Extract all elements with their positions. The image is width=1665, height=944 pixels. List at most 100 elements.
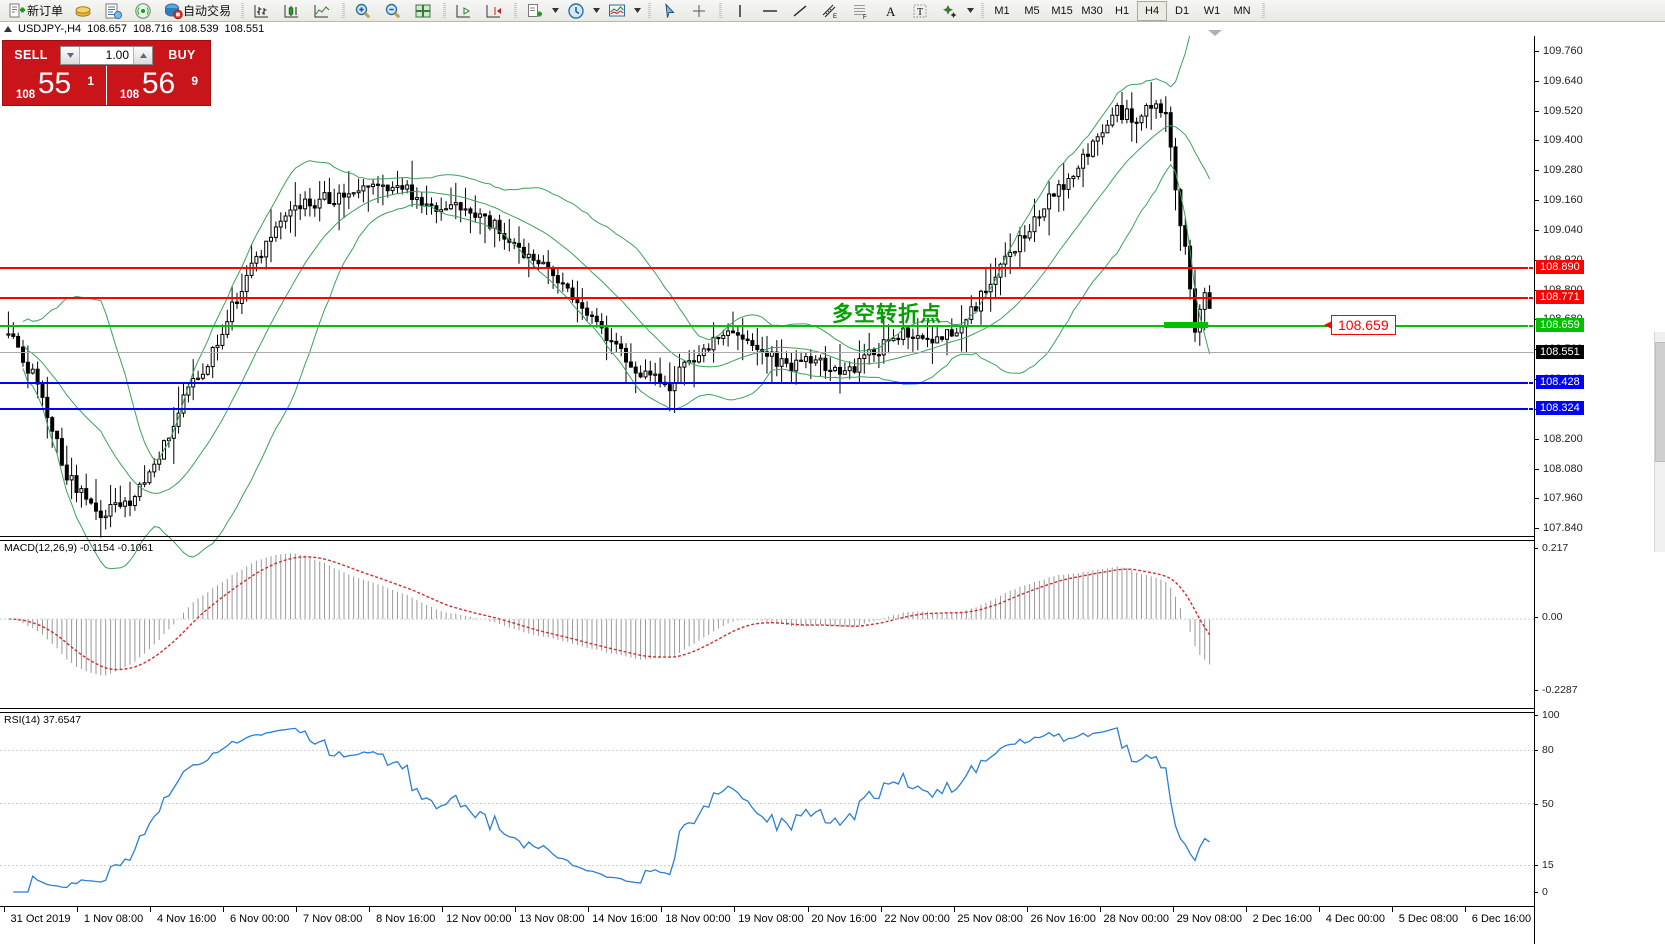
svg-text:E: E [833, 14, 837, 20]
price-tick: 109.160 [1535, 194, 1583, 206]
price-tick: 109.760 [1535, 45, 1583, 57]
timeframe-mn[interactable]: MN [1233, 4, 1251, 17]
macd-tick: -0.2287 [1534, 684, 1578, 696]
trendline-tool-button[interactable] [785, 1, 815, 21]
time-label: 8 Nov 16:00 [376, 913, 436, 925]
new-order-label: 新订单 [27, 4, 64, 18]
crosshair-tool-button[interactable] [684, 1, 714, 21]
price-bubble: 108.659 [1324, 314, 1396, 335]
bar-chart-button[interactable] [247, 1, 277, 21]
level-line-resistance-1[interactable] [0, 266, 1534, 273]
price-tick: 107.960 [1535, 492, 1583, 504]
time-axis-line [0, 906, 1534, 907]
new-order-button[interactable]: 新订单 [2, 1, 68, 21]
chevron-down-icon [593, 8, 601, 13]
text-tool-button[interactable]: A [875, 1, 905, 21]
rsi-tick: 80 [1534, 744, 1554, 756]
price-axis[interactable]: 109.760 109.640 109.520 109.400 109.280 109.1… [1534, 36, 1665, 944]
shapes-tool-button[interactable] [935, 1, 965, 21]
templates-dropdown-caret[interactable] [632, 8, 643, 13]
scrollbar-thumb[interactable] [1655, 342, 1665, 462]
vertical-scrollbar[interactable] [1654, 332, 1665, 552]
pane-separator [0, 708, 1534, 709]
timeframe-h1[interactable]: H1 [1115, 4, 1130, 17]
price-tick: 108.080 [1535, 463, 1583, 475]
time-tick [880, 906, 882, 912]
price-tick: 109.640 [1535, 75, 1583, 87]
auto-trading-button[interactable]: 自动交易 [158, 1, 236, 21]
buy-price[interactable]: 108 56 9 [107, 66, 210, 105]
timeframe-m1[interactable]: M1 [994, 4, 1010, 17]
shift-chart-button[interactable] [449, 1, 479, 21]
level-line-last-price [0, 351, 1534, 353]
volume-decrease-button[interactable] [61, 46, 80, 64]
zoom-out-button[interactable] [378, 1, 408, 21]
time-label: 25 Nov 08:00 [957, 913, 1023, 925]
chart-collapse-icon[interactable] [4, 26, 12, 32]
level-line-support-2[interactable] [0, 406, 1534, 413]
quote-high: 108.716 [132, 23, 173, 35]
tile-windows-button[interactable] [408, 1, 438, 21]
signals-button[interactable] [128, 1, 158, 21]
templates-button[interactable] [602, 1, 632, 21]
chart-scroll-handle[interactable] [1208, 30, 1222, 36]
toolbar-separator [440, 2, 447, 20]
expert-advisors-button[interactable] [68, 1, 98, 21]
level-handle[interactable] [1528, 295, 1534, 302]
one-click-trading-panel[interactable]: SELL 1.00 BUY 108 55 1 108 56 9 [2, 40, 211, 106]
timeframe-m15[interactable]: M15 [1051, 4, 1073, 17]
fibonacci-icon: F [854, 4, 867, 20]
time-tick [1391, 906, 1393, 912]
level-line-support-1[interactable] [0, 381, 1534, 388]
indicators-button[interactable] [520, 1, 550, 21]
chevron-up-icon [139, 52, 147, 58]
time-label: 7 Nov 08:00 [303, 913, 363, 925]
level-handle[interactable] [1528, 381, 1534, 388]
level-line-resistance-2[interactable] [0, 295, 1534, 302]
timeframe-h4[interactable]: H4 [1137, 0, 1168, 21]
channel-icon: E [822, 4, 837, 20]
volume-stepper[interactable]: 1.00 [60, 45, 153, 65]
timeframe-w1[interactable]: W1 [1203, 4, 1221, 17]
period-dropdown-caret[interactable] [591, 8, 602, 13]
level-line-pivot[interactable] [0, 323, 1534, 330]
indicators-dropdown-caret[interactable] [550, 8, 561, 13]
buy-button[interactable]: BUY [168, 48, 196, 62]
sell-price-point: 1 [87, 74, 94, 88]
level-handle[interactable] [1528, 406, 1534, 413]
horizontal-line-tool-button[interactable] [755, 1, 785, 21]
toolbar-separator [339, 2, 346, 20]
volume-increase-button[interactable] [133, 46, 152, 64]
vertical-line-tool-button[interactable] [725, 1, 755, 21]
text-label-tool-button[interactable]: T [905, 1, 935, 21]
candlestick-chart-button[interactable] [277, 1, 307, 21]
fibonacci-tool-button[interactable]: F [845, 1, 875, 21]
pane-separator [0, 540, 1534, 541]
level-handle[interactable] [1528, 323, 1534, 330]
chart-quote-bar: USDJPY-,H4 108.657 108.716 108.539 108.5… [0, 22, 1665, 36]
sell-price[interactable]: 108 55 1 [3, 66, 107, 105]
zoom-in-button[interactable] [348, 1, 378, 21]
timeframe-d1[interactable]: D1 [1175, 4, 1190, 17]
toolbar-separator [511, 2, 518, 20]
volume-input[interactable]: 1.00 [105, 47, 129, 62]
data-window-button[interactable] [98, 1, 128, 21]
sell-button[interactable]: SELL [14, 48, 48, 62]
price-label-support-2: 108.324 [1536, 400, 1584, 415]
auto-scroll-button[interactable] [479, 1, 509, 21]
price-pane[interactable] [0, 36, 1534, 944]
level-handle[interactable] [1528, 266, 1534, 273]
equidistant-channel-tool-button[interactable]: E [815, 1, 845, 21]
timeframe-m5[interactable]: M5 [1024, 4, 1040, 17]
time-tick [150, 906, 152, 912]
time-label: 14 Nov 16:00 [592, 913, 658, 925]
timeframe-m30[interactable]: M30 [1081, 4, 1103, 17]
line-chart-button[interactable] [307, 1, 337, 21]
cursor-tool-button[interactable] [654, 1, 684, 21]
time-tick [1464, 906, 1466, 912]
time-label: 22 Nov 00:00 [884, 913, 950, 925]
chart-annotation-text[interactable]: 多空转折点 [832, 301, 942, 326]
price-tick: 109.520 [1535, 105, 1583, 117]
period-button[interactable] [561, 1, 591, 21]
shapes-dropdown-caret[interactable] [965, 8, 976, 13]
